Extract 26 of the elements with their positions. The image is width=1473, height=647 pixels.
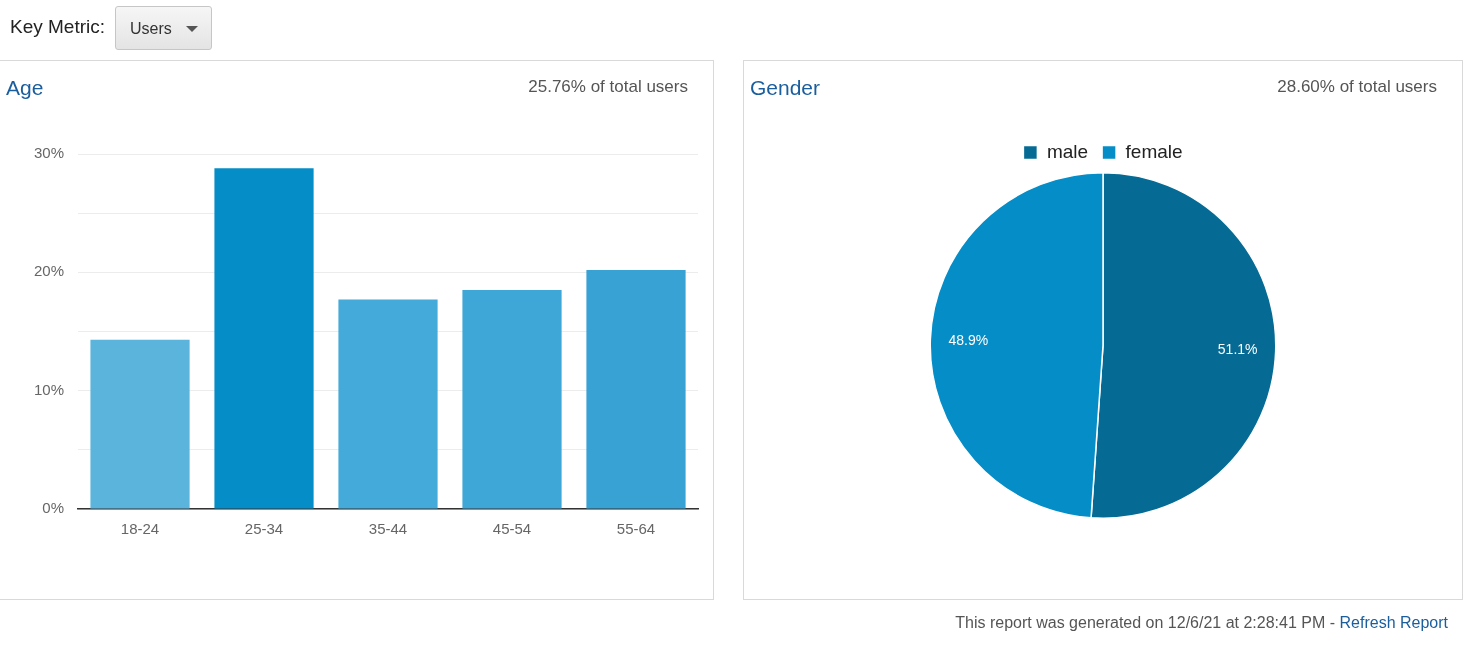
bar (338, 299, 438, 509)
chart-subtitle: 25.76% of total users (528, 77, 688, 97)
bar (214, 168, 314, 509)
y-tick-label: 20% (33, 262, 65, 280)
data-label: 51.1% (1217, 341, 1258, 358)
text: This report was generated on 12/6/21 at 2:28:41 PM - (955, 614, 1337, 631)
y-tick-label: 30% (33, 144, 65, 162)
x-tick-label: 18-24 (120, 520, 160, 538)
text: 28.60% of total users (1277, 77, 1437, 97)
bar (586, 269, 686, 509)
data-label: 48.9% (948, 331, 989, 348)
x-tick-label: 25-34 (244, 520, 284, 538)
y-tick-label: 10% (33, 380, 65, 398)
text: Refresh Report (1339, 614, 1448, 631)
bar (90, 339, 190, 509)
y-tick-label: 0% (42, 499, 65, 517)
x-tick-label: 55-64 (616, 520, 656, 538)
x-tick-label: 45-54 (492, 520, 532, 538)
bar (462, 290, 562, 509)
chart-title: Gender (750, 76, 821, 100)
text: Users (130, 20, 172, 38)
legend-label: female (1125, 140, 1183, 162)
text: Key Metric: (10, 16, 106, 38)
x-tick-label: 35-44 (368, 520, 408, 538)
legend-label: male (1046, 140, 1089, 162)
chart-title: Age (6, 76, 44, 100)
